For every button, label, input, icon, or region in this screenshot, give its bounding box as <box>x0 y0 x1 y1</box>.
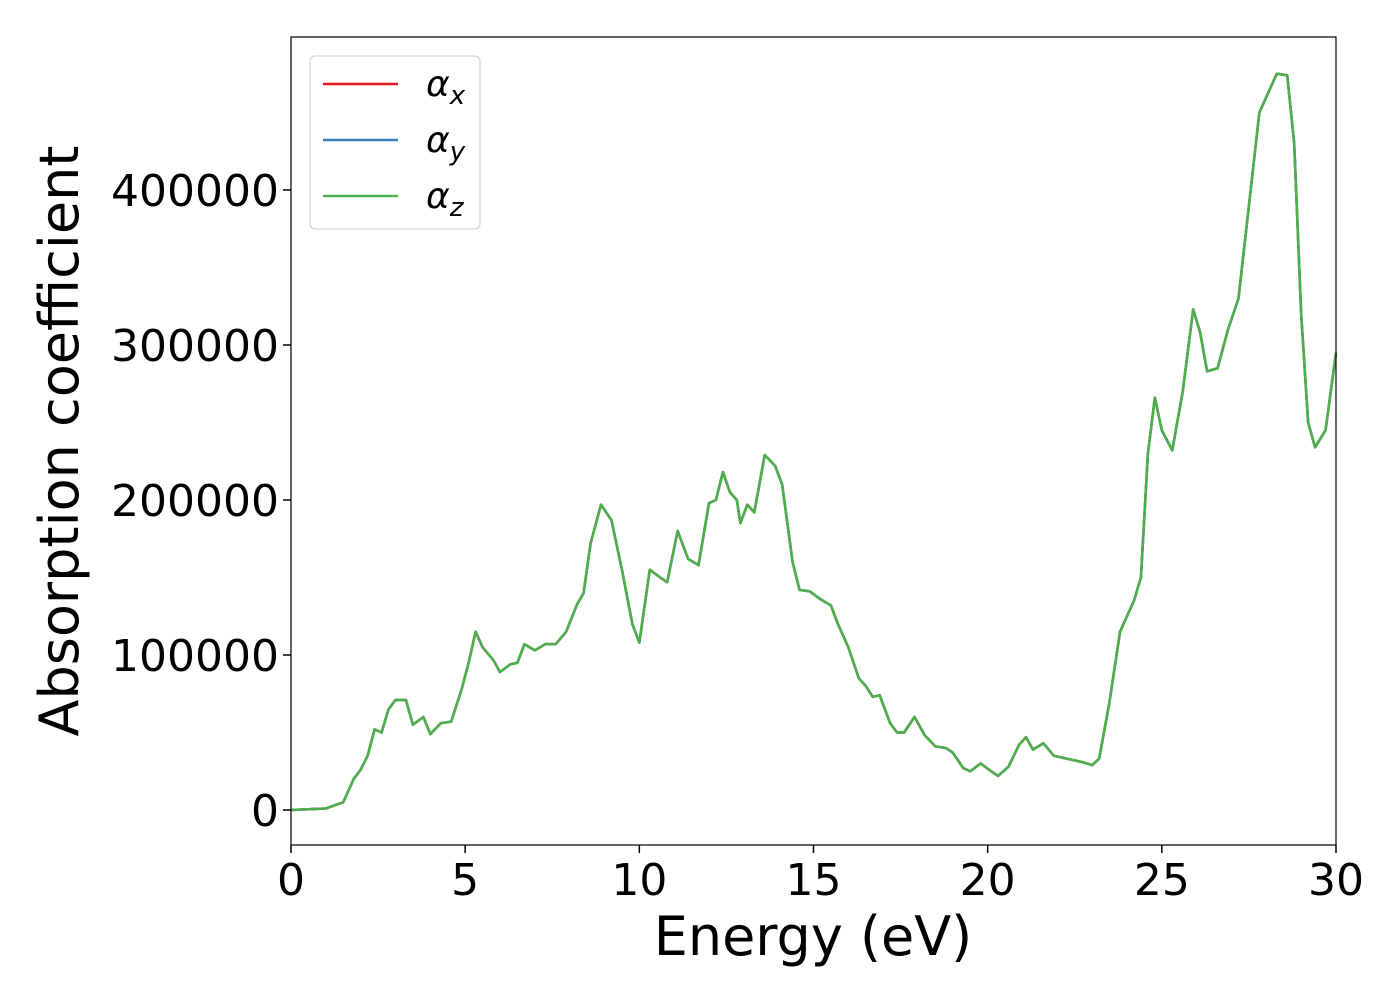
x-tick-label: 30 <box>1308 855 1364 906</box>
y-tick-label: 100000 <box>111 631 279 682</box>
y-tick-label: 400000 <box>111 166 279 217</box>
y-axis-label: Absorption coefficient <box>28 146 91 737</box>
legend-label: αx <box>426 64 466 111</box>
legend: αx αy αz <box>309 55 481 230</box>
legend-label: αy <box>426 120 466 167</box>
x-tick-label: 20 <box>960 855 1016 906</box>
x-tick-label: 25 <box>1134 855 1190 906</box>
legend-label: αz <box>426 176 465 223</box>
x-tick-label: 5 <box>451 855 479 906</box>
x-tick-label: 10 <box>611 855 667 906</box>
legend-box <box>309 55 481 230</box>
y-tick-label: 200000 <box>111 476 279 527</box>
x-axis-label: Energy (eV) <box>654 905 973 968</box>
plot-frame <box>290 36 1337 846</box>
y-tick-label: 300000 <box>111 321 279 372</box>
x-tick-label: 0 <box>277 855 305 906</box>
y-tick-label: 0 <box>251 786 279 837</box>
line-series <box>290 72 1338 812</box>
x-tick-label: 15 <box>786 855 842 906</box>
